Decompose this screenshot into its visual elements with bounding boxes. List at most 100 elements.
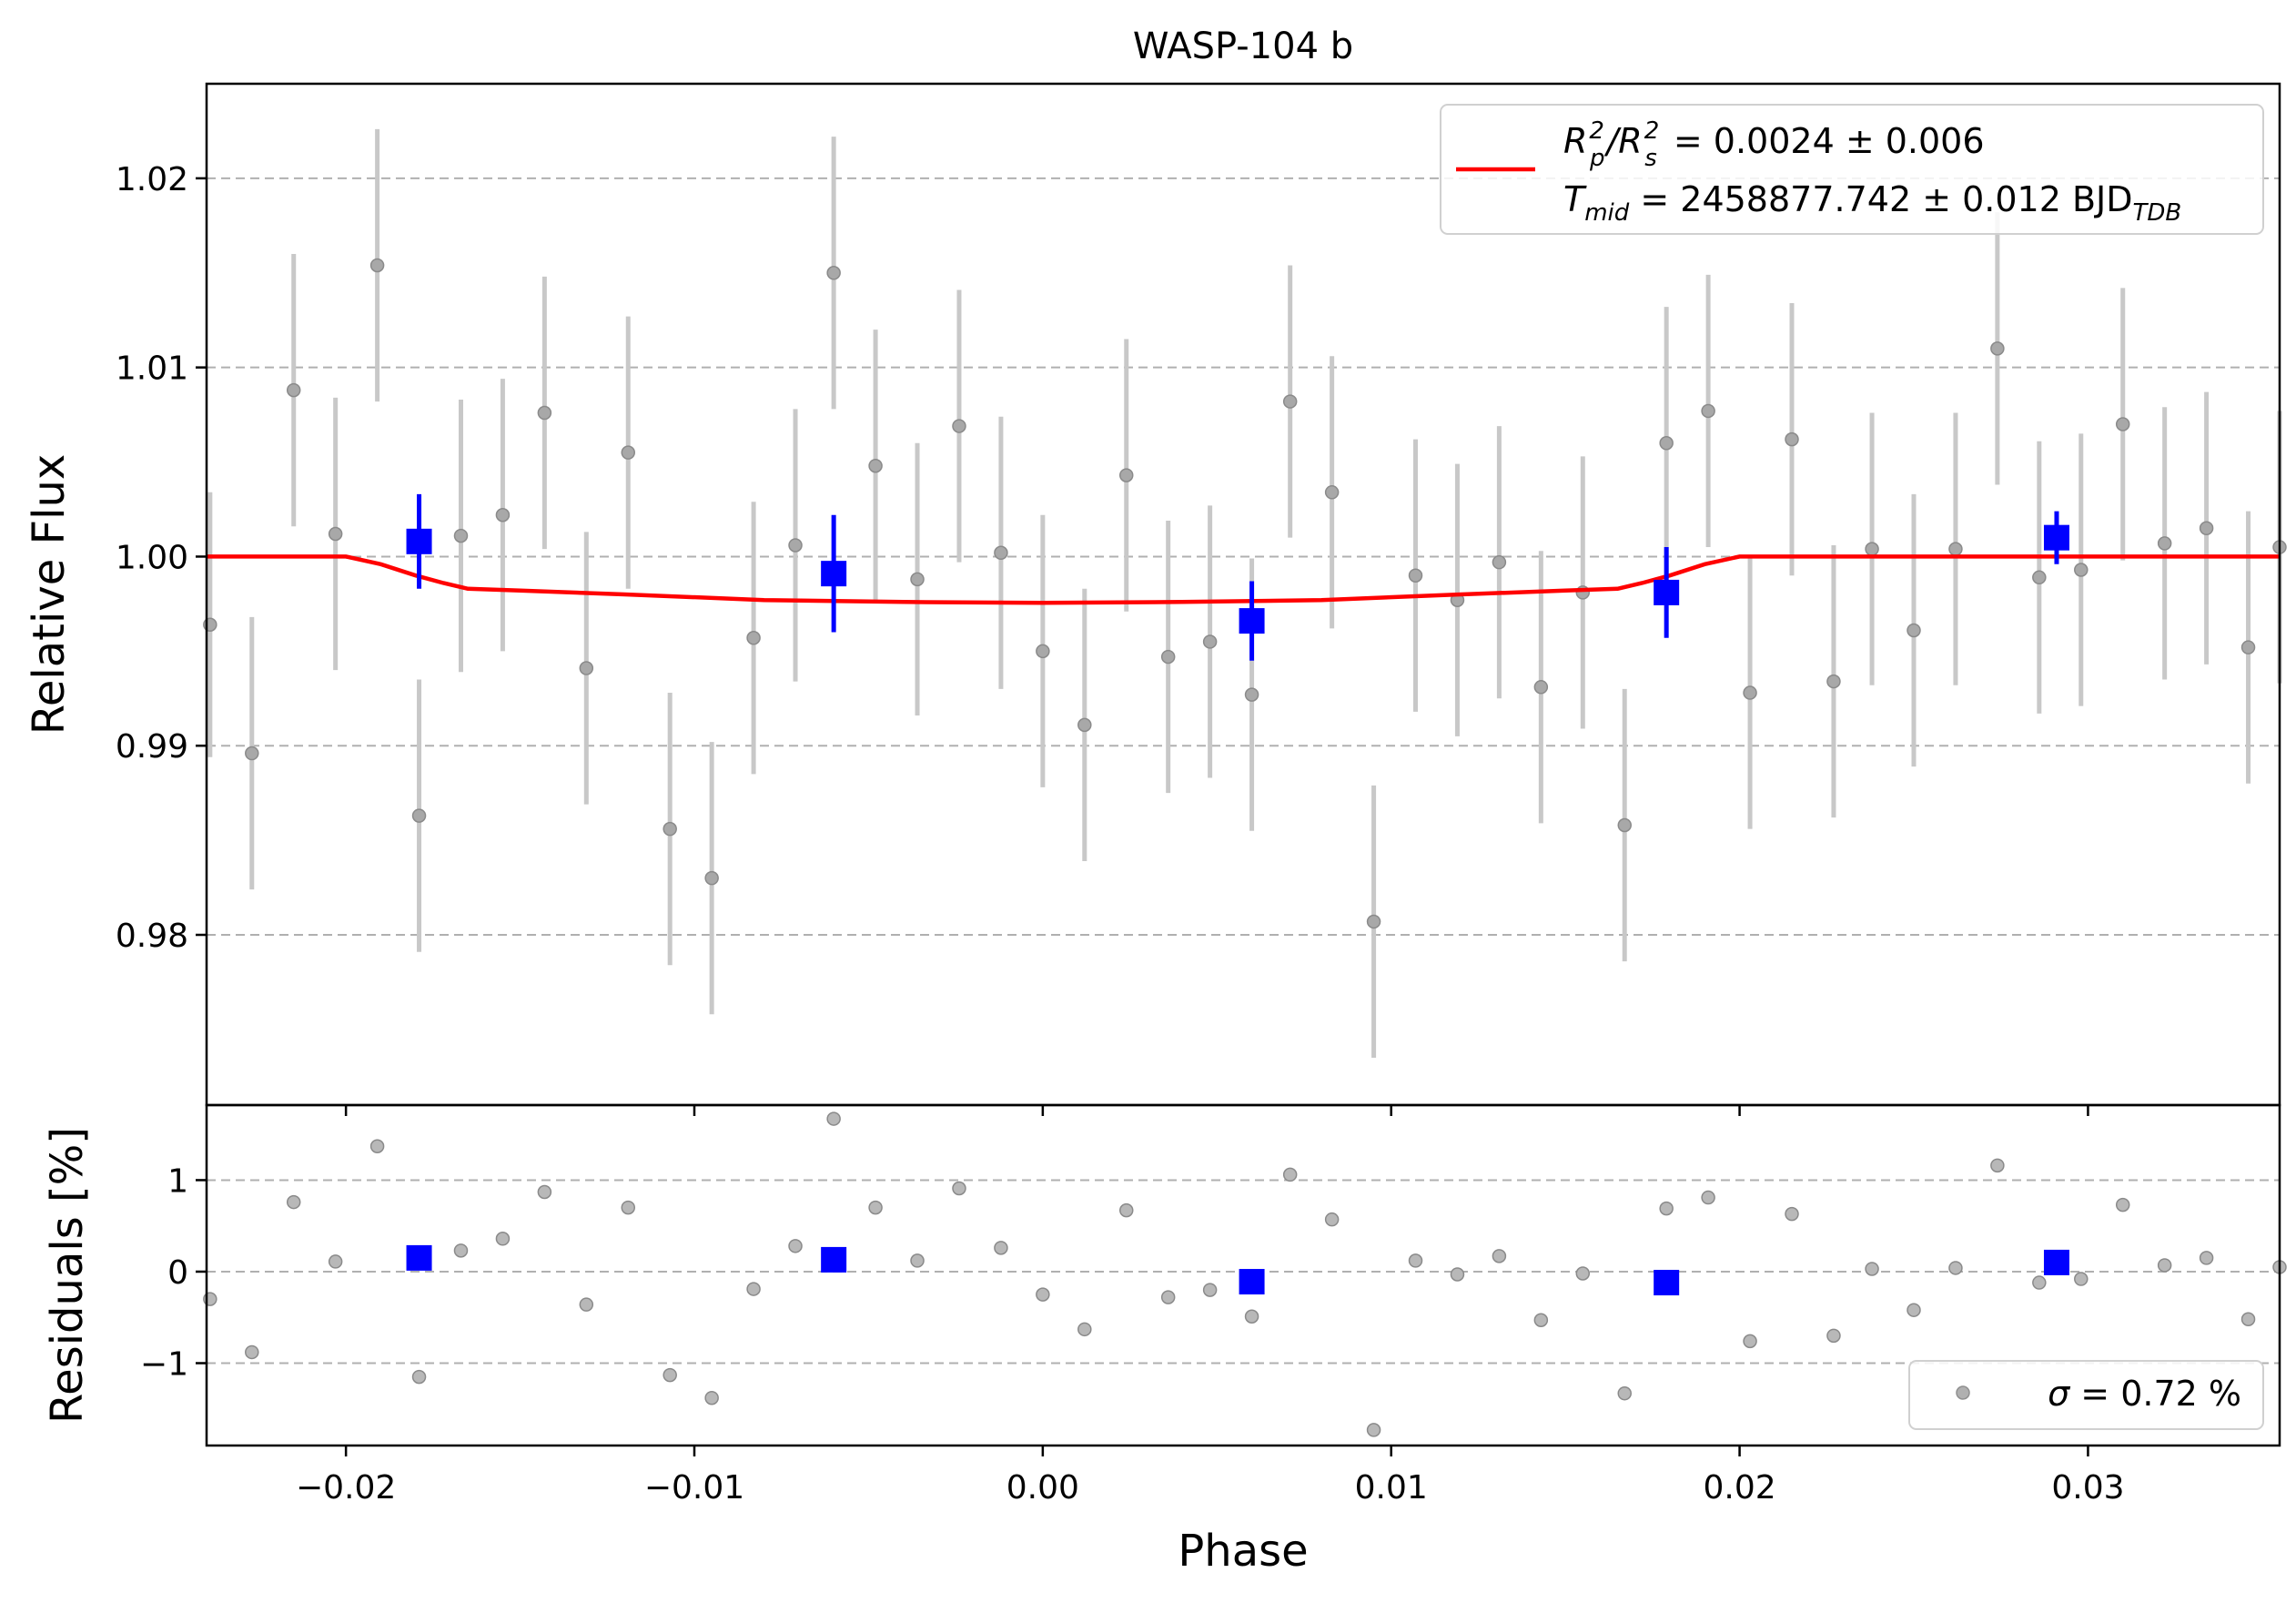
phase-x-ticks: −0.02 −0.01 0.00 0.01 0.02 0.03 bbox=[296, 1446, 2125, 1507]
raw-point bbox=[1366, 914, 1381, 929]
raw-point bbox=[2032, 570, 2047, 585]
residuals-panel: −1 0 1 −0.02 −0.01 0.00 0.01 0.02 0.03 Residual… bbox=[42, 1103, 2287, 1577]
residual-raw-point bbox=[704, 1390, 719, 1405]
residual-raw-point bbox=[1324, 1212, 1340, 1227]
raw-point bbox=[245, 746, 259, 761]
residual-raw-point bbox=[2199, 1251, 2214, 1265]
residual-raw-point bbox=[1036, 1287, 1050, 1302]
residual-raw-point bbox=[1366, 1423, 1381, 1437]
phase-x-tick-label: −0.02 bbox=[296, 1469, 396, 1507]
residual-raw-point bbox=[1202, 1283, 1218, 1297]
residual-raw-point bbox=[537, 1184, 552, 1200]
raw-point bbox=[495, 507, 511, 522]
raw-point bbox=[1244, 687, 1259, 702]
residual-y-tick-label: −1 bbox=[140, 1346, 188, 1384]
residual-raw-point bbox=[1077, 1322, 1092, 1337]
binned-point bbox=[1654, 579, 1680, 605]
legend-box bbox=[1440, 104, 2264, 235]
raw-point bbox=[579, 661, 594, 675]
raw-point bbox=[537, 405, 552, 421]
residual-binned-point bbox=[406, 1244, 432, 1271]
raw-point bbox=[746, 631, 761, 645]
raw-point bbox=[868, 458, 883, 473]
raw-point bbox=[453, 528, 469, 543]
phase-x-tick-label: 0.00 bbox=[1006, 1469, 1079, 1507]
phase-x-axis-label: Phase bbox=[1178, 1526, 1308, 1577]
flux-y-tick-label: 1.02 bbox=[116, 161, 188, 198]
phase-x-tick-label: 0.02 bbox=[1703, 1469, 1775, 1507]
phase-x-tick-label: −0.01 bbox=[644, 1469, 744, 1507]
flux-y-tick-label: 1.01 bbox=[116, 350, 188, 388]
raw-point bbox=[704, 870, 719, 886]
residual-raw-point bbox=[1701, 1190, 1715, 1205]
raw-point bbox=[286, 382, 301, 398]
light-curve-panel: WASP-104 b 0.98 0.99 1.00 1.01 1.02 Relative… bbox=[24, 25, 2287, 1116]
raw-point bbox=[1907, 623, 1921, 638]
residual-raw-point bbox=[868, 1200, 883, 1215]
residual-raw-point bbox=[286, 1194, 301, 1210]
residual-raw-point bbox=[1659, 1201, 1674, 1216]
residual-raw-point bbox=[788, 1239, 803, 1253]
residual-raw-point bbox=[1160, 1290, 1176, 1304]
sigma-legend: σ = 0.72 % bbox=[1908, 1360, 2264, 1430]
chart-title: WASP-104 b bbox=[1133, 25, 1353, 67]
residual-binned-point bbox=[1654, 1270, 1680, 1296]
residual-raw-point bbox=[495, 1232, 511, 1246]
raw-point bbox=[1118, 468, 1134, 482]
residual-binned-point bbox=[1239, 1269, 1265, 1295]
residual-raw-point bbox=[1575, 1266, 1591, 1281]
raw-points bbox=[203, 258, 2287, 929]
sigma-legend-text: σ = 0.72 % bbox=[2048, 1374, 2241, 1414]
raw-point bbox=[2115, 417, 2130, 431]
residual-raw-point bbox=[1282, 1167, 1298, 1182]
flux-grid bbox=[207, 177, 2280, 936]
residual-binned-point bbox=[2043, 1249, 2069, 1275]
residual-raw-point bbox=[1826, 1328, 1841, 1344]
raw-point bbox=[1701, 403, 1715, 419]
residual-binned-point bbox=[821, 1246, 847, 1273]
raw-point bbox=[1533, 680, 1549, 695]
residual-raw-points bbox=[203, 1111, 2287, 1437]
binned-point bbox=[406, 528, 432, 554]
legend-radius-ratio: R2 p/R2 s = 0.0024 ± 0.006 bbox=[1563, 117, 1985, 172]
residual-raw-point bbox=[453, 1243, 469, 1258]
raw-point bbox=[1160, 649, 1176, 665]
raw-point bbox=[1492, 554, 1507, 570]
transit-model-line bbox=[207, 554, 2280, 605]
residual-raw-point bbox=[579, 1297, 594, 1312]
residual-raw-point bbox=[328, 1254, 343, 1269]
raw-point bbox=[1202, 634, 1218, 649]
raw-point bbox=[1036, 644, 1050, 659]
raw-point bbox=[1743, 685, 1757, 700]
raw-point bbox=[1408, 568, 1423, 583]
residual-raw-point bbox=[1408, 1253, 1423, 1268]
raw-point bbox=[328, 526, 343, 542]
residual-raw-point bbox=[2240, 1312, 2256, 1327]
binned-point bbox=[1239, 608, 1265, 634]
residual-raw-point bbox=[2032, 1275, 2047, 1290]
raw-point bbox=[663, 821, 677, 837]
raw-point bbox=[1282, 394, 1298, 409]
residual-y-axis-label: Residuals [%] bbox=[42, 1127, 93, 1424]
residual-raw-point bbox=[994, 1241, 1008, 1255]
residual-raw-point bbox=[411, 1369, 427, 1385]
flux-y-axis-label: Relative Flux bbox=[24, 454, 75, 736]
raw-point bbox=[1865, 542, 1879, 556]
residual-raw-point bbox=[826, 1111, 841, 1126]
residual-raw-point bbox=[1865, 1262, 1879, 1276]
residual-raw-point bbox=[2074, 1272, 2089, 1286]
raw-point bbox=[2199, 521, 2214, 536]
residual-raw-point bbox=[952, 1181, 966, 1196]
residual-raw-point bbox=[1948, 1261, 1963, 1275]
raw-point bbox=[994, 545, 1008, 561]
residual-binned-points bbox=[406, 1244, 2069, 1296]
residual-y-ticks: −1 0 1 bbox=[140, 1162, 207, 1384]
residual-raw-point bbox=[663, 1367, 677, 1383]
residual-raw-point bbox=[2115, 1197, 2130, 1212]
raw-point bbox=[910, 572, 925, 587]
raw-point bbox=[1617, 817, 1632, 833]
raw-point bbox=[1826, 674, 1841, 689]
residual-y-tick-label: 1 bbox=[167, 1162, 188, 1200]
raw-point bbox=[1659, 436, 1674, 451]
raw-point bbox=[788, 538, 803, 553]
